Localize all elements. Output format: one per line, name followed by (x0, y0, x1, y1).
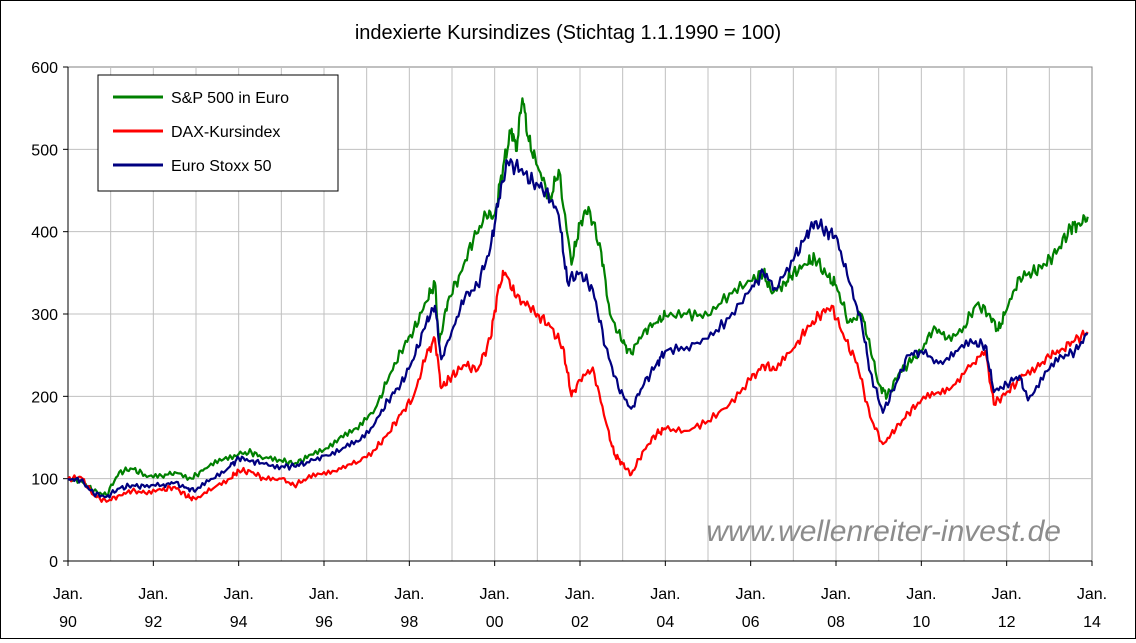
y-tick-label: 600 (31, 60, 58, 77)
x-tick-label-year: 12 (998, 614, 1016, 631)
x-tick-label-year: 06 (742, 614, 760, 631)
watermark: www.wellenreiter-invest.de (706, 515, 1061, 548)
y-tick-label: 0 (49, 554, 58, 571)
series-line-2 (67, 158, 1089, 499)
y-tick-label: 200 (31, 389, 58, 406)
x-tick-label-year: 02 (571, 614, 589, 631)
x-tick-label-year: 94 (230, 614, 248, 631)
x-tick-label-month: Jan. (309, 586, 339, 603)
series-line-1 (67, 269, 1089, 503)
y-tick-label: 100 (31, 472, 58, 489)
x-tick-label-month: Jan. (224, 586, 254, 603)
x-tick-label-month: Jan. (906, 586, 936, 603)
x-tick-label-year: 98 (400, 614, 418, 631)
x-tick-label-month: Jan. (1077, 586, 1107, 603)
series-group (67, 97, 1089, 503)
x-tick-label-month: Jan. (565, 586, 595, 603)
x-tick-label-year: 90 (59, 614, 77, 631)
legend-label-2: Euro Stoxx 50 (171, 158, 272, 175)
x-tick-label-month: Jan. (821, 586, 851, 603)
y-tick-label: 300 (31, 307, 58, 324)
x-tick-label-month: Jan. (138, 586, 168, 603)
x-tick-label-month: Jan. (394, 586, 424, 603)
x-tick-label-month: Jan. (992, 586, 1022, 603)
x-tick-label-month: Jan. (53, 586, 83, 603)
x-tick-label-month: Jan. (736, 586, 766, 603)
legend-box (97, 74, 339, 192)
x-tick-label-year: 00 (486, 614, 504, 631)
x-tick-label-month: Jan. (650, 586, 680, 603)
legend-label-1: DAX-Kursindex (171, 124, 280, 141)
x-tick-label-year: 04 (656, 614, 674, 631)
legend-label-0: S&P 500 in Euro (171, 90, 289, 107)
x-tick-label-year: 14 (1083, 614, 1101, 631)
y-tick-label: 500 (31, 142, 58, 159)
axes: 0100200300400500600Jan.90Jan.92Jan.94Jan… (31, 60, 1107, 631)
x-tick-label-year: 08 (827, 614, 845, 631)
y-tick-label: 400 (31, 225, 58, 242)
legend: S&P 500 in Euro DAX-Kursindex Euro Stoxx 5… (97, 74, 339, 192)
chart-title: indexierte Kursindizes (Stichtag 1.1.199… (355, 22, 781, 44)
x-tick-label-year: 10 (912, 614, 930, 631)
x-tick-label-month: Jan. (480, 586, 510, 603)
x-tick-label-year: 92 (144, 614, 162, 631)
x-tick-label-year: 96 (315, 614, 333, 631)
